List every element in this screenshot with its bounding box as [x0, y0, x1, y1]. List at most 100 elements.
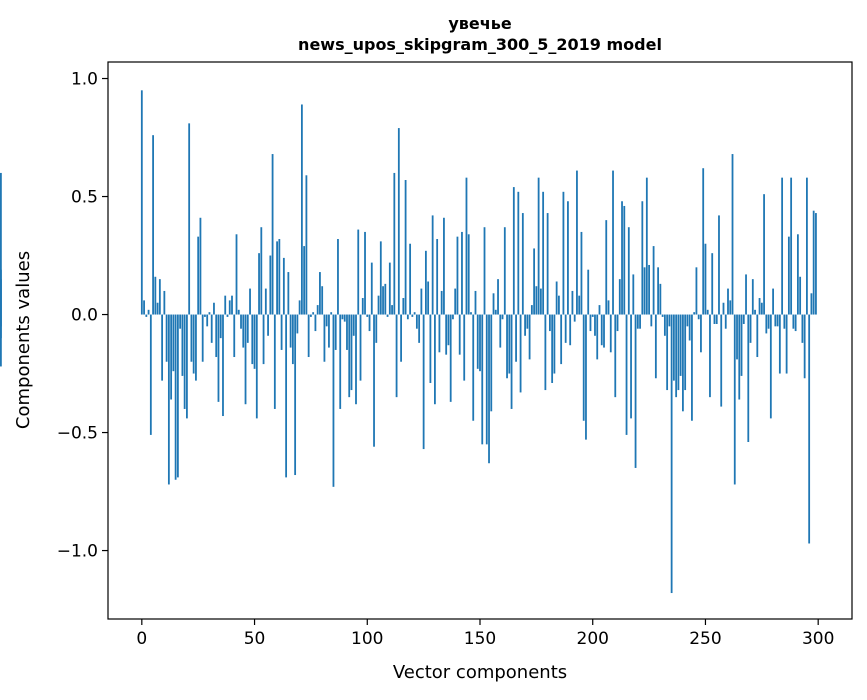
bar-component-119 — [409, 243, 412, 315]
bar-component-30 — [208, 312, 211, 315]
bar-component-229 — [657, 267, 660, 315]
bar-component-297 — [810, 293, 813, 315]
bar-component-172 — [528, 314, 531, 360]
bar-component-285 — [783, 314, 786, 329]
bar-component-103 — [373, 314, 375, 447]
bar-component-165 — [512, 187, 515, 315]
bar-component-24 — [195, 314, 197, 381]
bar-component-117 — [404, 180, 407, 315]
bar-component-100 — [366, 314, 369, 317]
y-tick-label-neg1: −1.0 — [57, 542, 98, 562]
bar-component-250 — [704, 243, 707, 315]
bar-component-185 — [558, 295, 560, 315]
bar-component-215 — [625, 314, 628, 435]
bar-component-89 — [341, 314, 344, 320]
bar-component-158 — [497, 279, 499, 315]
bar-component-141 — [458, 314, 461, 355]
bar-component-189 — [567, 201, 569, 315]
bar-component-262 — [731, 154, 734, 315]
bar-component-75 — [310, 314, 312, 317]
bar-component-63 — [282, 257, 285, 315]
bar-component-216 — [627, 227, 630, 315]
bar-component-87 — [337, 239, 339, 315]
bar-component-10 — [163, 290, 166, 315]
bar-component-139 — [454, 288, 457, 315]
bar-component-29 — [206, 314, 209, 327]
bar-component-57 — [269, 255, 272, 315]
bar-component-22 — [190, 314, 193, 362]
bar-component-123 — [418, 314, 421, 343]
bar-component-200 — [591, 314, 594, 317]
bar-component-155 — [490, 314, 493, 412]
bar-component-274 — [758, 298, 761, 315]
bar-component-180 — [546, 213, 549, 315]
bar-component-130 — [434, 314, 436, 405]
bar-component-67 — [291, 314, 294, 365]
bar-component-101 — [368, 314, 371, 332]
bar-component-194 — [578, 295, 581, 315]
bar-component-221 — [639, 314, 641, 329]
bar-component-147 — [472, 314, 475, 421]
bar-component-46 — [244, 314, 247, 405]
bar-component-224 — [645, 177, 648, 315]
bar-component-129 — [431, 215, 434, 315]
bar-component-92 — [348, 314, 351, 398]
bar-component-102 — [370, 262, 373, 315]
bar-component-190 — [569, 314, 572, 346]
bar-component-256 — [718, 215, 720, 315]
bar-component-94 — [352, 314, 355, 336]
bar-component-273 — [756, 314, 759, 358]
bar-component-199 — [589, 314, 592, 332]
bar-component-298 — [812, 210, 815, 315]
bar-component-231 — [661, 314, 664, 317]
bar-component-171 — [526, 314, 529, 329]
bar-component-255 — [715, 314, 718, 324]
bar-component-undefined — [0, 172, 2, 315]
bar-component-258 — [722, 302, 725, 315]
bar-component-131 — [436, 239, 439, 315]
bar-component-43 — [237, 309, 240, 315]
bar-component-104 — [375, 314, 378, 343]
bar-component-254 — [713, 314, 716, 324]
bar-component-177 — [539, 288, 542, 315]
bar-component-undefined — [0, 314, 2, 367]
bar-component-44 — [240, 314, 242, 329]
bar-component-154 — [488, 314, 490, 464]
bar-component-38 — [226, 314, 229, 317]
bar-component-33 — [215, 314, 218, 358]
bar-component-223 — [643, 267, 646, 315]
bar-component-76 — [312, 312, 315, 315]
x-tick-label-250: 250 — [689, 629, 721, 649]
bar-component-12 — [167, 314, 170, 485]
bar-component-107 — [382, 286, 384, 315]
bar-component-undefined — [0, 269, 2, 315]
bar-component-236 — [672, 314, 675, 381]
bar-component-109 — [386, 314, 389, 317]
bar-component-56 — [267, 314, 269, 336]
bar-component-281 — [774, 314, 777, 327]
bar-component-198 — [587, 269, 590, 315]
y-axis-ticks: −1.0 −0.5 0.0 0.5 1.0 — [57, 70, 108, 562]
bar-component-50 — [253, 314, 256, 369]
bar-component-234 — [668, 314, 671, 327]
x-tick-label-150: 150 — [464, 629, 496, 649]
bar-component-166 — [515, 314, 517, 362]
bar-component-54 — [262, 314, 265, 365]
bar-component-178 — [542, 191, 545, 315]
bar-component-142 — [461, 231, 463, 315]
bar-component-49 — [251, 314, 254, 365]
bar-component-159 — [499, 314, 502, 348]
bar-component-164 — [510, 314, 513, 409]
bar-component-77 — [314, 314, 317, 332]
bar-component-182 — [551, 314, 554, 383]
bar-component-85 — [332, 314, 335, 487]
bar-component-207 — [607, 300, 610, 315]
bar-component-232 — [663, 314, 666, 336]
bar-component-293 — [801, 314, 804, 343]
bar-component-271 — [751, 279, 754, 315]
bar-component-41 — [233, 314, 236, 358]
bar-component-148 — [474, 290, 477, 315]
bar-component-36 — [222, 314, 224, 417]
bar-component-289 — [792, 314, 795, 329]
